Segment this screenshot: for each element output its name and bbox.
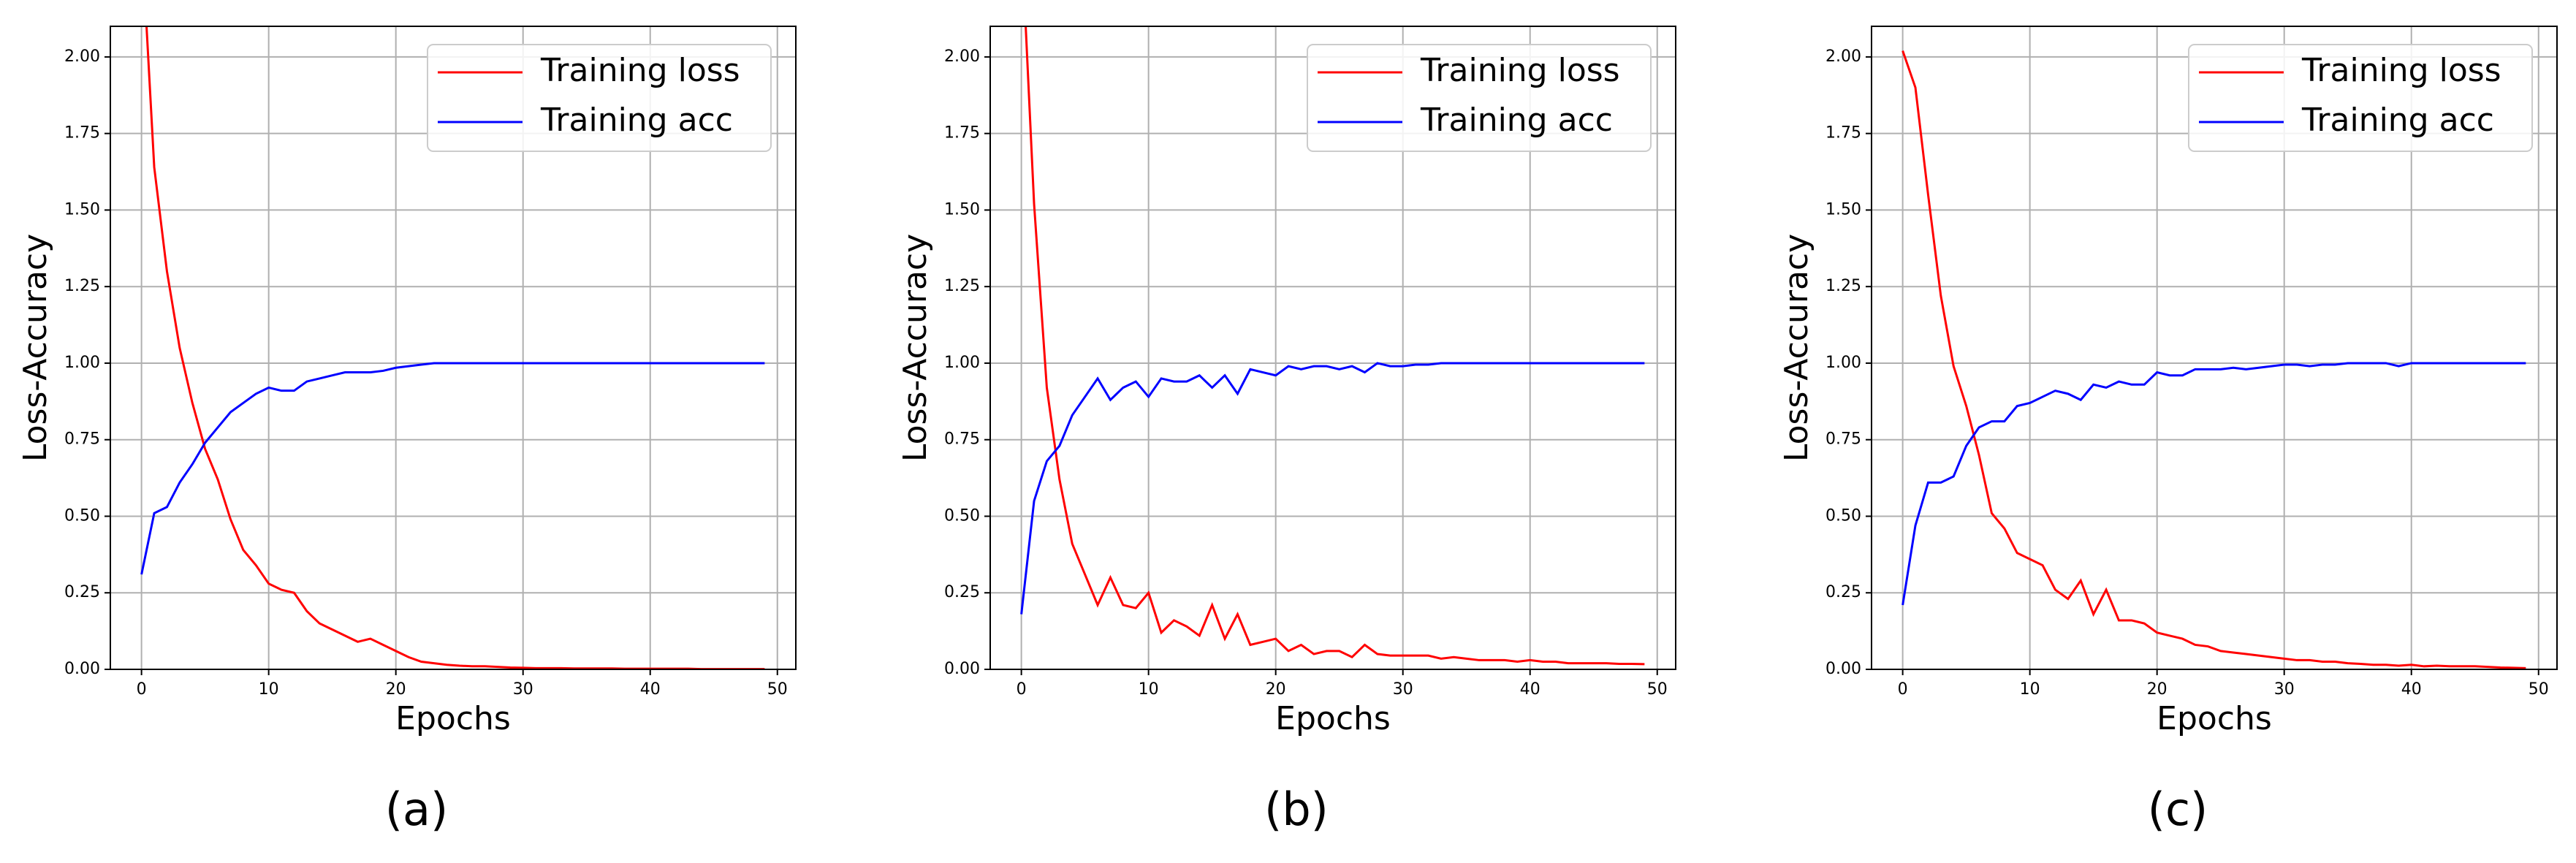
- x-tick-label: 0: [137, 680, 147, 699]
- x-tick-label: 20: [386, 680, 406, 699]
- x-tick-label: 10: [1139, 680, 1159, 699]
- y-tick-label: 1.00: [944, 354, 980, 372]
- x-axis-label: Epochs: [395, 700, 511, 737]
- legend: Training loss Training acc: [2188, 44, 2533, 152]
- x-axis-label: Epochs: [1275, 700, 1391, 737]
- caption: (a): [385, 783, 448, 836]
- y-axis-label: Loss-Accuracy: [1778, 234, 1815, 462]
- axes-frame: [110, 26, 797, 670]
- line-series: [1025, 26, 1645, 666]
- legend: Training loss Training acc: [1307, 44, 1652, 152]
- legend-label: Training acc: [2301, 102, 2494, 139]
- panel: 0 10 20 30 40 50 0.00 0.25 0.50 0.75 1.00 1.25 1.50 1…: [1778, 26, 2558, 836]
- legend-label: Training acc: [540, 102, 733, 139]
- x-tick-label: 50: [1647, 680, 1668, 699]
- y-tick-label: 1.00: [1825, 354, 1861, 372]
- axes-frame: [989, 26, 1676, 670]
- x-tick-label: 40: [640, 680, 661, 699]
- caption: (c): [2148, 783, 2208, 836]
- y-tick-label: 2.00: [64, 47, 100, 66]
- x-tick-label: 30: [513, 680, 533, 699]
- line-series: [1901, 362, 2526, 606]
- line-series: [1020, 362, 1645, 615]
- y-tick-label: 0.25: [64, 583, 100, 601]
- y-tick-label: 0.25: [1825, 583, 1861, 601]
- y-axis-label: Loss-Accuracy: [897, 234, 934, 462]
- x-tick-label: 20: [1266, 680, 1286, 699]
- legend-label: Training loss: [540, 52, 740, 89]
- legend: Training loss Training acc: [427, 44, 772, 152]
- y-tick-label: 0.00: [944, 660, 980, 678]
- x-tick-label: 50: [2528, 680, 2549, 699]
- y-tick-label: 1.00: [64, 354, 100, 372]
- x-tick-label: 40: [2401, 680, 2422, 699]
- x-tick-label: 30: [2274, 680, 2295, 699]
- x-tick-label: 10: [2020, 680, 2040, 699]
- x-tick-label: 50: [767, 680, 788, 699]
- x-tick-label: 40: [1520, 680, 1540, 699]
- y-tick-label: 0.50: [1825, 506, 1861, 525]
- x-tick-label: 0: [1017, 680, 1027, 699]
- y-tick-label: 0.25: [944, 583, 980, 601]
- y-tick-label: 1.25: [944, 277, 980, 295]
- x-tick-label: 0: [1898, 680, 1908, 699]
- y-tick-label: 0.00: [64, 660, 100, 678]
- y-tick-label: 2.00: [944, 47, 980, 66]
- y-tick-label: 1.25: [64, 277, 100, 295]
- y-tick-label: 0.75: [944, 430, 980, 449]
- y-axis-label: Loss-Accuracy: [17, 234, 54, 462]
- y-tick-label: 0.00: [1825, 660, 1861, 678]
- legend-label: Training acc: [1420, 102, 1613, 139]
- y-tick-label: 1.25: [1825, 277, 1861, 295]
- y-tick-label: 1.50: [1825, 200, 1861, 218]
- axes-frame: [1871, 26, 2558, 670]
- y-tick-label: 1.50: [944, 200, 980, 218]
- panel: 0 10 20 30 40 50 0.00 0.25 0.50 0.75 1.00 1.25 1.50 1…: [17, 26, 797, 836]
- y-tick-label: 1.75: [64, 124, 100, 142]
- x-tick-label: 20: [2147, 680, 2167, 699]
- legend-label: Training loss: [2301, 52, 2501, 89]
- y-tick-label: 2.00: [1825, 47, 1861, 66]
- y-tick-label: 1.50: [64, 200, 100, 218]
- x-tick-label: 30: [1393, 680, 1413, 699]
- line-series: [1901, 50, 2526, 669]
- x-tick-label: 10: [259, 680, 279, 699]
- y-tick-label: 0.75: [1825, 430, 1861, 449]
- panel: 0 10 20 30 40 50 0.00 0.25 0.50 0.75 1.00 1.25 1.50 1…: [897, 26, 1676, 836]
- line-series: [140, 362, 765, 575]
- x-axis-label: Epochs: [2157, 700, 2272, 737]
- legend-label: Training loss: [1420, 52, 1620, 89]
- y-tick-label: 0.50: [64, 506, 100, 525]
- y-tick-label: 0.75: [64, 430, 100, 449]
- y-tick-label: 0.50: [944, 506, 980, 525]
- y-tick-label: 1.75: [944, 124, 980, 142]
- y-tick-label: 1.75: [1825, 124, 1861, 142]
- caption: (b): [1264, 783, 1329, 836]
